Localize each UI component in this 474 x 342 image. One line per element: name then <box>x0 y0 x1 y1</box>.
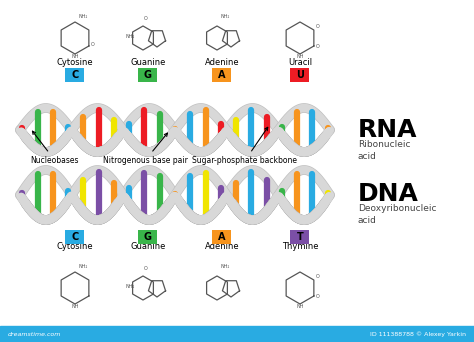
Text: NH₂: NH₂ <box>125 34 135 39</box>
Text: Guanine: Guanine <box>130 58 166 67</box>
Text: Thymine: Thymine <box>282 242 318 251</box>
Text: DNA: DNA <box>358 182 419 206</box>
Text: NH: NH <box>296 54 304 59</box>
Text: U: U <box>296 69 304 79</box>
Text: Sugar-phosphate backbone: Sugar-phosphate backbone <box>192 127 298 165</box>
Text: NH₂: NH₂ <box>78 14 88 19</box>
Text: O: O <box>316 294 320 299</box>
Text: NH₂: NH₂ <box>78 264 88 269</box>
Text: O: O <box>316 24 320 29</box>
Text: NH: NH <box>296 304 304 309</box>
Text: O: O <box>144 266 148 271</box>
Text: A: A <box>218 69 226 79</box>
Text: T: T <box>297 232 303 241</box>
Text: Deoxyribonucleic
acid: Deoxyribonucleic acid <box>358 204 437 225</box>
Text: Adenine: Adenine <box>205 58 239 67</box>
Text: NH: NH <box>71 304 79 309</box>
Text: NH₂: NH₂ <box>125 284 135 289</box>
FancyBboxPatch shape <box>138 229 157 244</box>
FancyBboxPatch shape <box>212 67 231 81</box>
Text: ID 111388788 © Alexey Yarkin: ID 111388788 © Alexey Yarkin <box>370 331 466 337</box>
Text: O: O <box>144 16 148 21</box>
Text: Uracil: Uracil <box>288 58 312 67</box>
Text: NH₂: NH₂ <box>220 14 230 19</box>
Text: RNA: RNA <box>358 118 418 142</box>
Text: NH₂: NH₂ <box>220 264 230 269</box>
Bar <box>0 326 474 342</box>
Text: Cytosine: Cytosine <box>57 58 93 67</box>
Text: Nitrogenous base pair: Nitrogenous base pair <box>102 133 187 165</box>
Text: C: C <box>72 69 79 79</box>
Text: O: O <box>316 274 320 279</box>
FancyBboxPatch shape <box>138 67 157 81</box>
Text: G: G <box>144 232 152 241</box>
Text: Nucleobases: Nucleobases <box>31 131 79 165</box>
Text: O: O <box>316 44 320 49</box>
Text: C: C <box>72 232 79 241</box>
Text: Adenine: Adenine <box>205 242 239 251</box>
Text: Guanine: Guanine <box>130 242 166 251</box>
Text: O: O <box>91 42 95 47</box>
FancyBboxPatch shape <box>65 67 84 81</box>
Text: Ribonucleic
acid: Ribonucleic acid <box>358 140 410 161</box>
FancyBboxPatch shape <box>65 229 84 244</box>
FancyBboxPatch shape <box>212 229 231 244</box>
FancyBboxPatch shape <box>291 67 310 81</box>
FancyBboxPatch shape <box>291 229 310 244</box>
Text: A: A <box>218 232 226 241</box>
Text: NH: NH <box>71 54 79 59</box>
Text: Cytosine: Cytosine <box>57 242 93 251</box>
Text: G: G <box>144 69 152 79</box>
Text: dreamstime.com: dreamstime.com <box>8 331 61 337</box>
